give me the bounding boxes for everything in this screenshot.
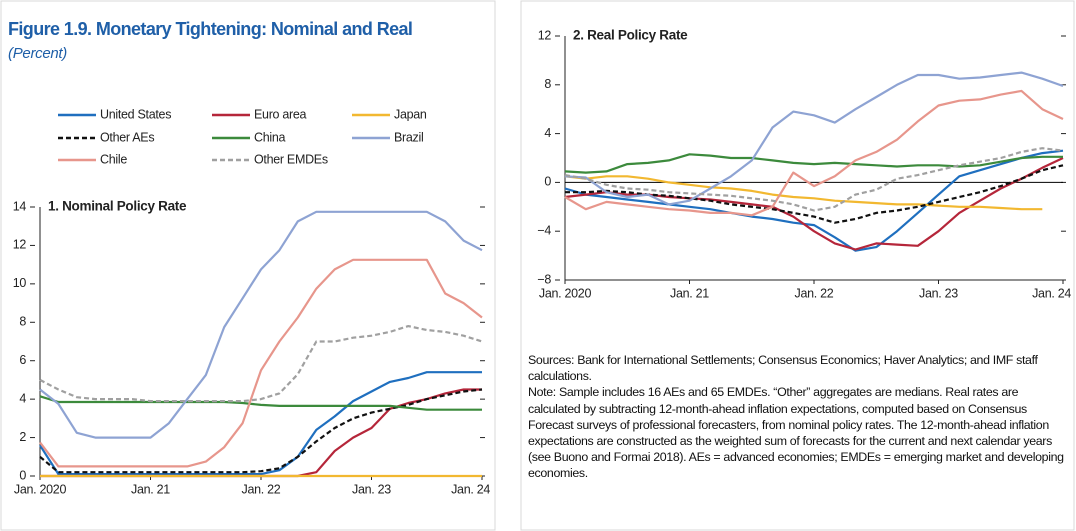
- x-tick-label: Jan. 22: [242, 482, 281, 496]
- legend-label: Other AEs: [100, 130, 154, 144]
- y-tick-label: 6: [19, 353, 26, 367]
- x-tick-label: Jan. 21: [131, 482, 170, 496]
- y-tick-label: 2: [19, 430, 26, 444]
- x-tick-label: Jan. 24: [451, 482, 490, 496]
- legend-label: Chile: [100, 152, 127, 166]
- y-tick-label: 0: [19, 468, 26, 482]
- legend-label: United States: [100, 107, 171, 121]
- legend-label: Euro area: [254, 107, 307, 121]
- figure-title: Figure 1.9. Monetary Tightening: Nominal…: [8, 19, 412, 39]
- series-line: [39, 210, 483, 439]
- x-tick-label: Jan. 2020: [14, 482, 67, 496]
- series-line: [564, 149, 1064, 252]
- series-line: [564, 71, 1064, 206]
- x-tick-label: Jan. 21: [670, 286, 709, 300]
- legend-label: Brazil: [394, 130, 423, 144]
- y-tick-label: 4: [19, 391, 26, 405]
- y-tick-label: 0: [544, 175, 551, 189]
- y-tick-label: 12: [538, 28, 552, 42]
- sources: Sources: Bank for International Settleme…: [528, 353, 1038, 384]
- legend-label: Japan: [394, 107, 427, 121]
- x-tick-label: Jan. 23: [919, 286, 958, 300]
- series-line: [564, 147, 1064, 212]
- series-line: [39, 371, 482, 476]
- x-tick-label: Jan. 22: [795, 286, 834, 300]
- y-tick-label: 12: [13, 238, 27, 252]
- legend-label: China: [254, 130, 286, 144]
- series-line: [39, 258, 483, 468]
- note: Note: Sample includes 16 AEs and 65 EMDE…: [528, 385, 1064, 481]
- series-line: [564, 153, 1063, 174]
- left-card: [0, 0, 496, 531]
- right-card: [520, 0, 1075, 531]
- x-tick-label: Jan. 23: [352, 482, 391, 496]
- series-line: [39, 325, 483, 403]
- series-line: [564, 175, 1043, 211]
- y-tick-label: 8: [544, 77, 551, 91]
- panel-title: 1. Nominal Policy Rate: [48, 199, 187, 214]
- y-tick-label: −4: [537, 223, 551, 237]
- series-line: [39, 388, 483, 474]
- series-line: [39, 395, 482, 411]
- y-tick-label: 10: [13, 276, 27, 290]
- x-tick-label: Jan. 2020: [539, 286, 592, 300]
- y-tick-label: 8: [19, 315, 26, 329]
- panel-title: 2. Real Policy Rate: [573, 28, 688, 43]
- notes: Sources: Bank for International Settleme…: [528, 352, 1070, 482]
- series-line: [564, 89, 1064, 217]
- y-tick-label: 4: [544, 126, 551, 140]
- y-tick-label: 14: [13, 199, 27, 213]
- legend-label: Other EMDEs: [254, 152, 328, 166]
- x-tick-label: Jan. 24: [1032, 286, 1071, 300]
- y-tick-label: −8: [537, 272, 551, 286]
- figure-subtitle: (Percent): [8, 45, 67, 62]
